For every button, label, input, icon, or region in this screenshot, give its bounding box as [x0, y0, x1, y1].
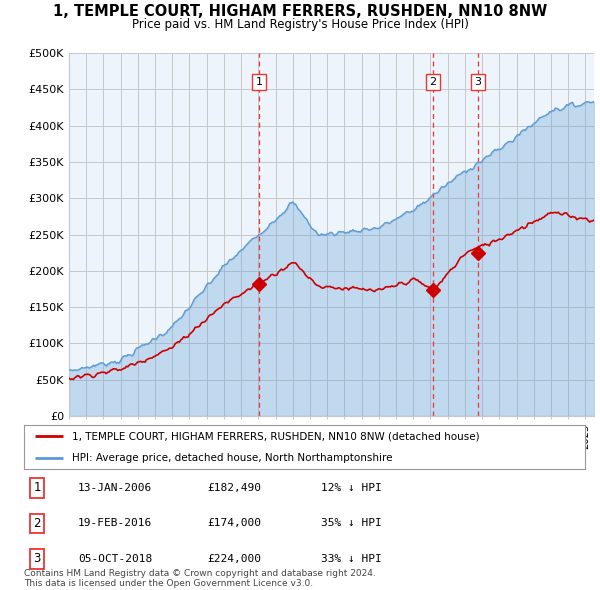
Text: 19-FEB-2016: 19-FEB-2016: [78, 519, 152, 528]
Text: 3: 3: [475, 77, 481, 87]
Text: 1, TEMPLE COURT, HIGHAM FERRERS, RUSHDEN, NN10 8NW: 1, TEMPLE COURT, HIGHAM FERRERS, RUSHDEN…: [53, 4, 547, 19]
Text: 35% ↓ HPI: 35% ↓ HPI: [321, 519, 382, 528]
Text: 1: 1: [34, 481, 41, 494]
Text: 2: 2: [429, 77, 436, 87]
Text: 3: 3: [34, 552, 41, 565]
Text: £182,490: £182,490: [207, 483, 261, 493]
Text: 05-OCT-2018: 05-OCT-2018: [78, 554, 152, 563]
Text: 1: 1: [256, 77, 263, 87]
Text: 2: 2: [34, 517, 41, 530]
Text: 13-JAN-2006: 13-JAN-2006: [78, 483, 152, 493]
Text: Price paid vs. HM Land Registry's House Price Index (HPI): Price paid vs. HM Land Registry's House …: [131, 18, 469, 31]
Text: HPI: Average price, detached house, North Northamptonshire: HPI: Average price, detached house, Nort…: [71, 453, 392, 463]
Text: Contains HM Land Registry data © Crown copyright and database right 2024.
This d: Contains HM Land Registry data © Crown c…: [24, 569, 376, 588]
Text: 12% ↓ HPI: 12% ↓ HPI: [321, 483, 382, 493]
Text: 1, TEMPLE COURT, HIGHAM FERRERS, RUSHDEN, NN10 8NW (detached house): 1, TEMPLE COURT, HIGHAM FERRERS, RUSHDEN…: [71, 431, 479, 441]
Text: 33% ↓ HPI: 33% ↓ HPI: [321, 554, 382, 563]
Text: £174,000: £174,000: [207, 519, 261, 528]
Text: £224,000: £224,000: [207, 554, 261, 563]
